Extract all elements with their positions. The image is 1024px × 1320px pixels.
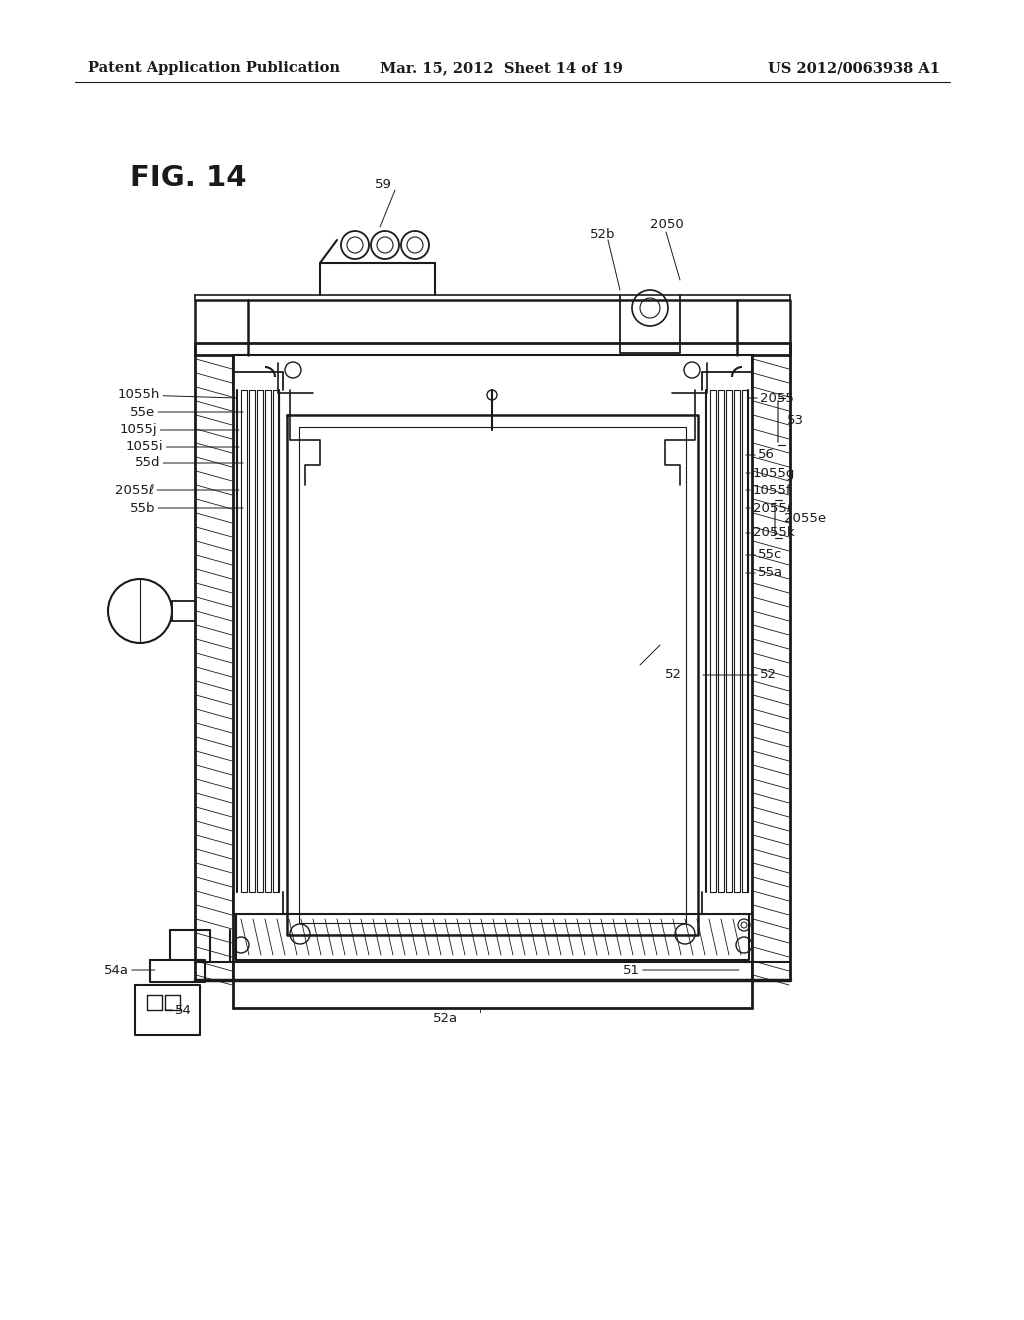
Text: 2055k: 2055k	[746, 527, 795, 540]
Text: 54a: 54a	[104, 964, 155, 977]
Text: Mar. 15, 2012  Sheet 14 of 19: Mar. 15, 2012 Sheet 14 of 19	[380, 61, 623, 75]
Text: 1055h: 1055h	[118, 388, 237, 401]
Text: 55b: 55b	[130, 502, 243, 515]
Text: 56: 56	[746, 449, 775, 462]
Text: US 2012/0063938 A1: US 2012/0063938 A1	[768, 61, 940, 75]
Text: 52: 52	[665, 668, 682, 681]
Text: FIG. 14: FIG. 14	[130, 164, 247, 191]
Text: 52: 52	[703, 668, 777, 681]
Text: 53: 53	[787, 413, 804, 426]
Text: 1055i: 1055i	[126, 441, 239, 454]
Text: 52a: 52a	[432, 1011, 458, 1024]
Text: Patent Application Publication: Patent Application Publication	[88, 61, 340, 75]
Text: 55e: 55e	[130, 405, 243, 418]
Text: 55c: 55c	[746, 549, 782, 561]
Text: 2055ℓ: 2055ℓ	[115, 483, 239, 496]
Text: 55a: 55a	[746, 566, 783, 579]
Text: 2055: 2055	[748, 392, 794, 404]
Text: 2050: 2050	[650, 219, 684, 231]
Text: 1055j: 1055j	[120, 424, 239, 437]
Text: 2055e: 2055e	[784, 511, 826, 524]
Text: 2055ℓ: 2055ℓ	[746, 502, 793, 515]
Text: 55d: 55d	[135, 457, 243, 470]
Text: 54: 54	[165, 1003, 191, 1016]
Text: 1055g: 1055g	[746, 466, 796, 479]
Text: 1055f: 1055f	[746, 483, 792, 496]
Text: 52b: 52b	[590, 228, 615, 242]
Text: 59: 59	[375, 178, 392, 191]
Text: 51: 51	[623, 964, 739, 977]
